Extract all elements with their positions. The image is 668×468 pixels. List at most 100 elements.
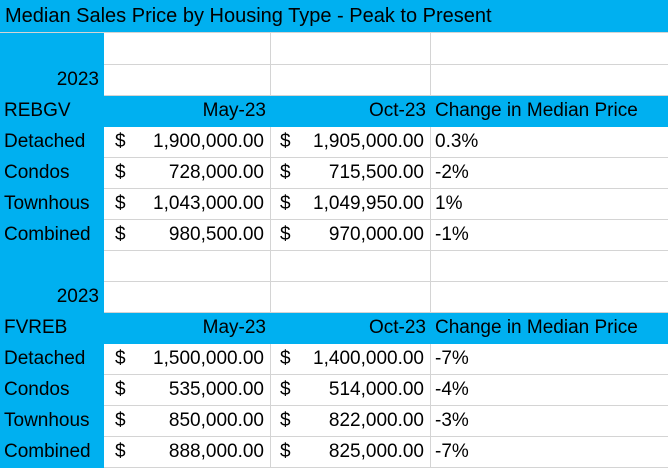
value-cell[interactable]: $535,000.00 bbox=[104, 375, 271, 406]
value-cell[interactable]: $1,905,000.00 bbox=[271, 127, 431, 158]
currency-symbol: $ bbox=[280, 410, 291, 431]
value-text: 888,000.00 bbox=[168, 441, 264, 462]
currency-symbol: $ bbox=[280, 162, 291, 183]
change-cell[interactable]: -7% bbox=[431, 437, 668, 468]
currency-symbol: $ bbox=[115, 410, 126, 431]
blank-row bbox=[0, 33, 668, 65]
value-text: 1,900,000.00 bbox=[153, 131, 264, 152]
blank-row bbox=[0, 251, 668, 282]
value-cell[interactable]: $850,000.00 bbox=[104, 406, 271, 437]
value-cell[interactable]: $825,000.00 bbox=[271, 437, 431, 468]
cell-blank[interactable] bbox=[104, 251, 271, 282]
cell-blank[interactable] bbox=[271, 251, 431, 282]
currency-symbol: $ bbox=[115, 162, 126, 183]
type-cell[interactable]: Detached bbox=[0, 344, 104, 375]
change-cell[interactable]: 0.3% bbox=[431, 127, 668, 158]
change-cell[interactable]: -1% bbox=[431, 220, 668, 251]
currency-symbol: $ bbox=[115, 348, 126, 369]
value-text: 822,000.00 bbox=[328, 410, 424, 431]
value-text: 535,000.00 bbox=[168, 379, 264, 400]
currency-symbol: $ bbox=[115, 131, 126, 152]
value-text: 728,000.00 bbox=[168, 162, 264, 183]
cell-blank[interactable] bbox=[0, 251, 104, 282]
value-cell[interactable]: $1,049,950.00 bbox=[271, 189, 431, 220]
type-cell[interactable]: Condos bbox=[0, 375, 104, 406]
currency-symbol: $ bbox=[115, 441, 126, 462]
value-text: 825,000.00 bbox=[328, 441, 424, 462]
type-cell[interactable]: Combined bbox=[0, 220, 104, 251]
currency-symbol: $ bbox=[115, 379, 126, 400]
currency-symbol: $ bbox=[115, 193, 126, 214]
type-cell[interactable]: Condos bbox=[0, 158, 104, 189]
currency-symbol: $ bbox=[115, 224, 126, 245]
value-text: 970,000.00 bbox=[328, 224, 424, 245]
header-change[interactable]: Change in Median Price bbox=[431, 313, 668, 344]
table-row: Townhous $1,043,000.00 $1,049,950.00 1% bbox=[0, 189, 668, 220]
table-row: Townhous $850,000.00 $822,000.00 -3% bbox=[0, 406, 668, 437]
currency-symbol: $ bbox=[280, 224, 291, 245]
value-text: 715,500.00 bbox=[328, 162, 424, 183]
currency-symbol: $ bbox=[280, 193, 291, 214]
type-cell[interactable]: Townhous bbox=[0, 189, 104, 220]
table-row: Combined $888,000.00 $825,000.00 -7% bbox=[0, 437, 668, 468]
value-cell[interactable]: $822,000.00 bbox=[271, 406, 431, 437]
header-row: REBGV May-23 Oct-23 Change in Median Pri… bbox=[0, 96, 668, 127]
cell-blank[interactable] bbox=[271, 65, 431, 96]
table-row: Combined $980,500.00 $970,000.00 -1% bbox=[0, 220, 668, 251]
cell-blank[interactable] bbox=[271, 33, 431, 65]
value-text: 514,000.00 bbox=[328, 379, 424, 400]
value-text: 1,049,950.00 bbox=[313, 193, 424, 214]
cell-blank[interactable] bbox=[271, 282, 431, 313]
change-cell[interactable]: -3% bbox=[431, 406, 668, 437]
type-cell[interactable]: Combined bbox=[0, 437, 104, 468]
type-cell[interactable]: Townhous bbox=[0, 406, 104, 437]
header-may[interactable]: May-23 bbox=[104, 96, 271, 127]
value-cell[interactable]: $1,400,000.00 bbox=[271, 344, 431, 375]
currency-symbol: $ bbox=[280, 379, 291, 400]
header-oct[interactable]: Oct-23 bbox=[271, 96, 431, 127]
table-row: Detached $1,500,000.00 $1,400,000.00 -7% bbox=[0, 344, 668, 375]
cell-blank[interactable] bbox=[0, 33, 104, 65]
board-cell[interactable]: FVREB bbox=[0, 313, 104, 344]
type-cell[interactable]: Detached bbox=[0, 127, 104, 158]
change-cell[interactable]: -4% bbox=[431, 375, 668, 406]
currency-symbol: $ bbox=[280, 441, 291, 462]
value-cell[interactable]: $888,000.00 bbox=[104, 437, 271, 468]
value-text: 980,500.00 bbox=[168, 224, 264, 245]
cell-blank[interactable] bbox=[104, 282, 271, 313]
value-cell[interactable]: $1,043,000.00 bbox=[104, 189, 271, 220]
header-oct[interactable]: Oct-23 bbox=[271, 313, 431, 344]
board-cell[interactable]: REBGV bbox=[0, 96, 104, 127]
table-row: Detached $1,900,000.00 $1,905,000.00 0.3… bbox=[0, 127, 668, 158]
cell-blank[interactable] bbox=[431, 282, 668, 313]
change-cell[interactable]: 1% bbox=[431, 189, 668, 220]
value-text: 1,500,000.00 bbox=[153, 348, 264, 369]
header-may[interactable]: May-23 bbox=[104, 313, 271, 344]
value-cell[interactable]: $514,000.00 bbox=[271, 375, 431, 406]
cell-blank[interactable] bbox=[431, 65, 668, 96]
sheet-title[interactable]: Median Sales Price by Housing Type - Pea… bbox=[0, 0, 668, 33]
value-text: 1,905,000.00 bbox=[313, 131, 424, 152]
value-cell[interactable]: $980,500.00 bbox=[104, 220, 271, 251]
value-cell[interactable]: $1,500,000.00 bbox=[104, 344, 271, 375]
cell-blank[interactable] bbox=[104, 33, 271, 65]
change-cell[interactable]: -2% bbox=[431, 158, 668, 189]
value-text: 1,400,000.00 bbox=[313, 348, 424, 369]
value-cell[interactable]: $728,000.00 bbox=[104, 158, 271, 189]
cell-blank[interactable] bbox=[431, 251, 668, 282]
value-cell[interactable]: $970,000.00 bbox=[271, 220, 431, 251]
cell-blank[interactable] bbox=[431, 33, 668, 65]
value-cell[interactable]: $1,900,000.00 bbox=[104, 127, 271, 158]
year-row: 2023 bbox=[0, 282, 668, 313]
value-text: 850,000.00 bbox=[168, 410, 264, 431]
currency-symbol: $ bbox=[280, 348, 291, 369]
value-text: 1,043,000.00 bbox=[153, 193, 264, 214]
year-cell[interactable]: 2023 bbox=[0, 65, 104, 96]
year-cell[interactable]: 2023 bbox=[0, 282, 104, 313]
value-cell[interactable]: $715,500.00 bbox=[271, 158, 431, 189]
header-change[interactable]: Change in Median Price bbox=[431, 96, 668, 127]
cell-blank[interactable] bbox=[104, 65, 271, 96]
year-row: 2023 bbox=[0, 65, 668, 96]
change-cell[interactable]: -7% bbox=[431, 344, 668, 375]
